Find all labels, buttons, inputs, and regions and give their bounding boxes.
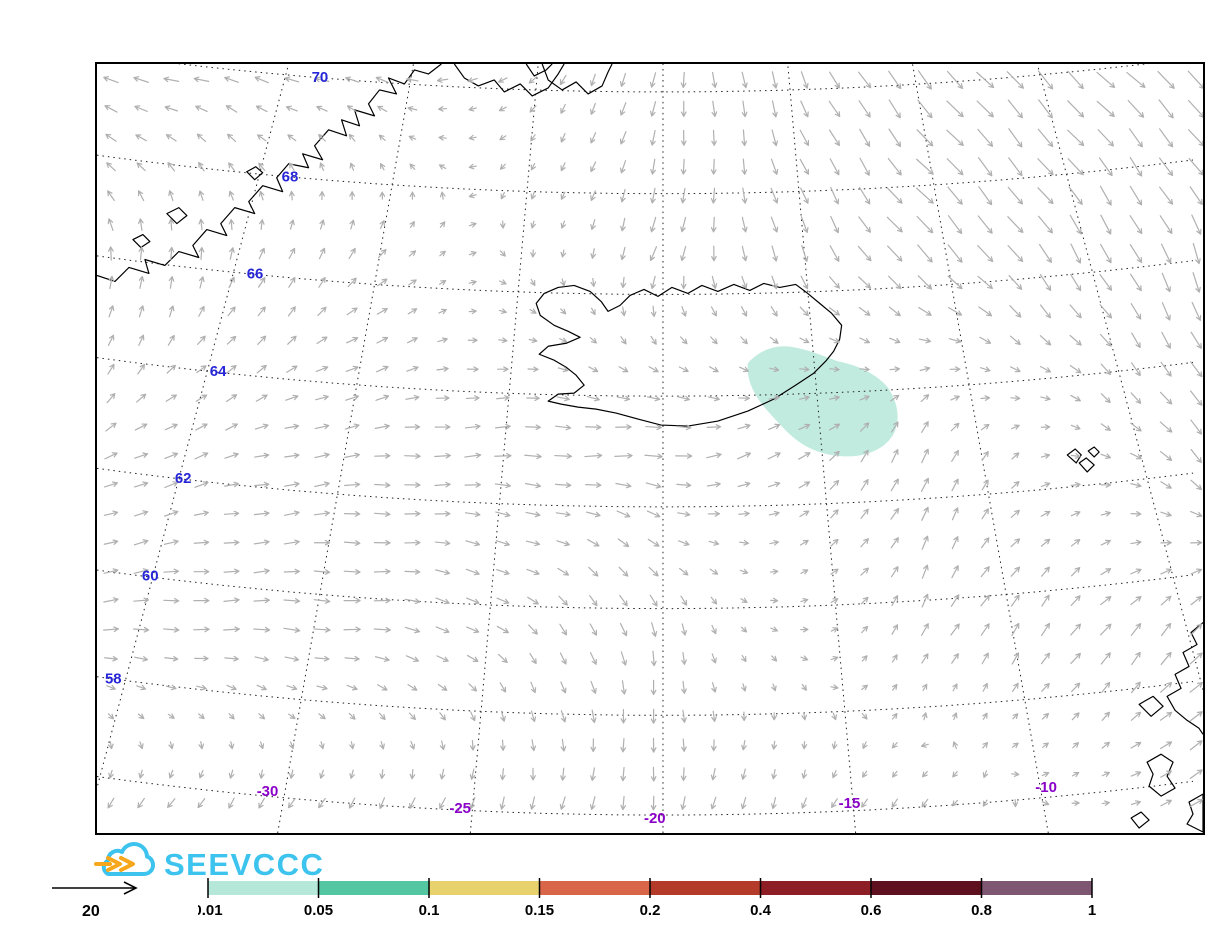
parallel-58 [97,676,1194,716]
parallel-62 [97,467,1194,508]
yellow-arrow-icon [94,856,135,872]
seevccc-logo: SEEVCCC [88,836,348,884]
colorbar-tick-label-0.6: 0.6 [861,902,882,919]
lat-label-62: 62 [175,470,192,487]
colorbar-tick-label-0.4: 0.4 [750,902,772,919]
colorbar-tick-label-0.15: 0.15 [525,902,554,919]
map-canvas: 70 68 66 64 62 60 58 -30 -25 -20 -15 -10 [97,64,1203,833]
meridian--35 [97,64,290,790]
colorbar-segment-1 [318,881,429,895]
aot-patch [747,346,898,457]
wind-arrows-path [102,70,1203,811]
parallel-64 [97,357,1194,397]
colorbar-segment-5 [760,881,871,895]
aot-colorbar-graphic: 0.01 0.05 0.1 0.15 0.2 0.4 0.6 0.8 1 [193,878,1096,919]
graticule [97,64,1203,833]
iceland-coastline [535,282,843,427]
parallel-70 [176,64,1150,93]
colorbar-segment-0 [208,881,319,895]
wind-reference-legend: 20 [48,876,158,926]
parallel-60 [97,569,1194,610]
colorbar-tick-label-0.01: 0.01 [198,902,223,919]
colorbar-segment-3 [539,881,650,895]
meridian--5 [1036,64,1203,692]
lon-label--30: -30 [257,783,279,800]
coastlines [97,64,1203,833]
map-area: 70 68 66 64 62 60 58 -30 -25 -20 -15 -10 [95,62,1205,835]
wind-arrow-field [102,70,1203,811]
aot-colorbar: 0.01 0.05 0.1 0.15 0.2 0.4 0.6 0.8 1 [193,878,1114,922]
lat-label-64: 64 [210,363,227,380]
seevccc-logo-graphic: SEEVCCC [94,841,324,882]
colorbar-tick-label-0.2: 0.2 [640,902,661,919]
lon-label--15: -15 [839,795,861,812]
colorbar-segment-2 [429,881,540,895]
scotland-coastline [1130,622,1203,833]
lon-label--10: -10 [1035,779,1057,796]
logo-text: SEEVCCC [164,847,324,882]
wind-reference-arrow-icon [52,881,138,895]
greenland-islands [132,166,264,249]
meridian--10 [912,64,1049,833]
colorbar-tick-label-0.05: 0.05 [304,902,333,919]
greenland-coastline [97,64,442,283]
colorbar-segment-7 [981,881,1092,895]
lon-label--20: -20 [644,810,666,827]
meridian--15 [787,64,857,833]
meridian--25 [469,64,539,833]
lat-label-58: 58 [105,670,122,687]
lon-label--25: -25 [449,800,471,817]
colorbar-tick-label-0.1: 0.1 [419,902,440,919]
colorbar-segment-6 [871,881,982,895]
colorbar-segment-4 [650,881,761,895]
meridian--30 [277,64,414,833]
wind-reference-graphic: 20 [52,881,138,920]
parallel-56 [97,776,1194,816]
parallel-68 [97,154,1194,195]
colorbar-tick-label-1: 1 [1088,902,1096,919]
lat-label-68: 68 [282,169,299,186]
lat-label-66: 66 [247,265,264,282]
graticule-labels: 70 68 66 64 62 60 58 -30 -25 -20 -15 -10 [105,69,1057,827]
faroe-islands-coastline [1066,446,1100,473]
lat-label-60: 60 [142,568,159,585]
wind-reference-value: 20 [82,903,100,920]
lat-label-70: 70 [312,69,329,86]
parallel-66 [97,255,1194,295]
colorbar-tick-label-0.8: 0.8 [971,902,992,919]
